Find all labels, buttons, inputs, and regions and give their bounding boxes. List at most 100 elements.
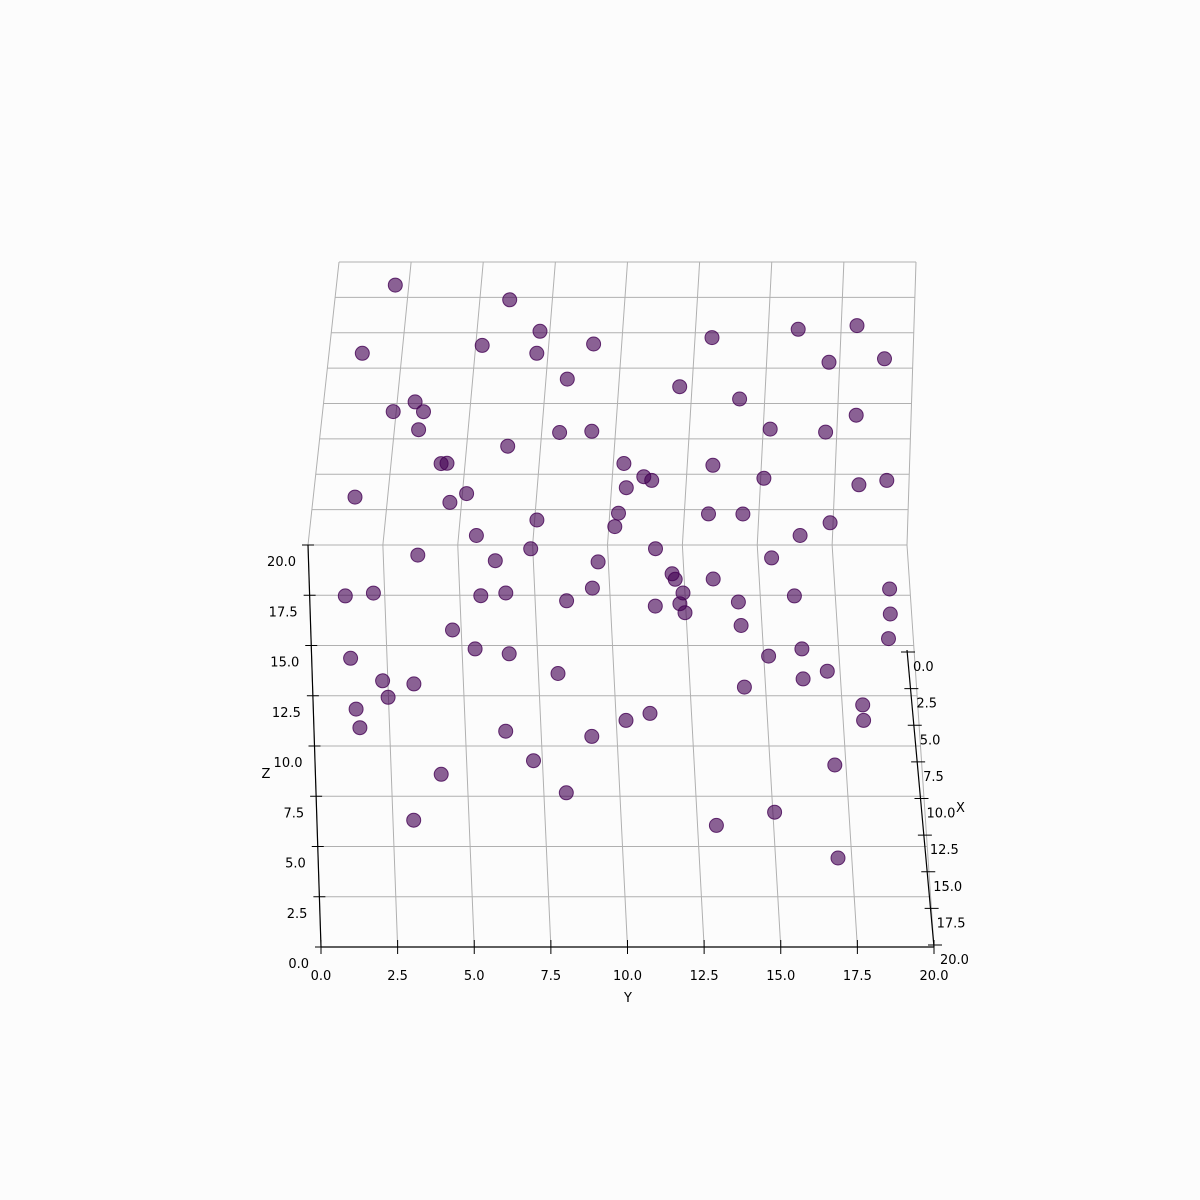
data-point bbox=[529, 345, 545, 361]
data-point bbox=[818, 424, 834, 440]
data-point bbox=[705, 457, 721, 473]
y-tick-label: 12.5 bbox=[690, 969, 719, 984]
data-point bbox=[705, 571, 721, 587]
data-point bbox=[756, 470, 772, 486]
data-point bbox=[667, 571, 683, 587]
data-point bbox=[500, 438, 516, 454]
x-tick-label: 0.0 bbox=[913, 660, 934, 675]
y-tick-label: 15.0 bbox=[766, 969, 795, 984]
data-point bbox=[407, 394, 423, 410]
data-point bbox=[761, 648, 777, 664]
grid-line bbox=[906, 544, 935, 948]
z-tick-label: 10.0 bbox=[274, 756, 303, 771]
data-point bbox=[672, 379, 688, 395]
data-point bbox=[819, 663, 835, 679]
data-point bbox=[677, 605, 693, 621]
data-point bbox=[590, 554, 606, 570]
data-point bbox=[406, 676, 422, 692]
data-point bbox=[529, 512, 545, 528]
x-tick-label: 5.0 bbox=[920, 733, 941, 748]
data-point bbox=[764, 550, 780, 566]
y-tick-label: 20.0 bbox=[920, 969, 949, 984]
data-point bbox=[468, 528, 484, 543]
data-point bbox=[611, 505, 626, 521]
data-point bbox=[498, 585, 514, 601]
y-tick-label: 7.5 bbox=[541, 969, 562, 984]
data-point bbox=[559, 593, 575, 609]
y-axis-label: Y bbox=[623, 991, 632, 1006]
x-tick-label: 20.0 bbox=[940, 953, 969, 968]
chart-axes: 0.0 2.5 5.0 7.5 10.0 12.5 15.0 17.5 20.0 0.0 2.5 5.… bbox=[267, 544, 969, 984]
data-point bbox=[473, 588, 489, 604]
z-tick-label: 12.5 bbox=[272, 706, 301, 721]
data-point bbox=[375, 673, 391, 689]
x-tick-label: 17.5 bbox=[937, 916, 966, 931]
data-point bbox=[821, 354, 837, 370]
data-point bbox=[442, 494, 458, 510]
data-point bbox=[708, 817, 724, 833]
data-point bbox=[848, 407, 864, 423]
data-point bbox=[882, 581, 898, 597]
data-point bbox=[879, 472, 895, 488]
data-point bbox=[501, 646, 517, 662]
data-point bbox=[498, 723, 514, 739]
data-point bbox=[445, 622, 460, 638]
data-point bbox=[616, 456, 632, 471]
data-point bbox=[347, 489, 363, 505]
z-tick-label: 2.5 bbox=[287, 907, 308, 922]
grid-line bbox=[681, 261, 701, 546]
z-tick-label: 5.0 bbox=[285, 857, 306, 872]
data-point bbox=[618, 480, 634, 496]
data-point bbox=[502, 292, 518, 308]
data-point bbox=[439, 455, 455, 471]
y-tick-label: 10.0 bbox=[613, 969, 642, 984]
grid-line bbox=[831, 544, 858, 948]
data-point bbox=[851, 477, 867, 493]
grid-line bbox=[906, 261, 917, 546]
z-tick-label: 15.0 bbox=[270, 656, 299, 671]
chart-grid bbox=[307, 261, 935, 948]
data-point bbox=[647, 598, 663, 614]
data-point bbox=[467, 641, 483, 657]
data-point bbox=[792, 528, 808, 543]
data-point bbox=[586, 336, 602, 352]
data-point bbox=[558, 785, 574, 801]
grid-line bbox=[756, 544, 782, 948]
data-point bbox=[387, 277, 403, 293]
data-point bbox=[411, 422, 427, 438]
data-point bbox=[607, 519, 623, 535]
y-tick-label: 0.0 bbox=[311, 969, 332, 984]
y-tick-label: 17.5 bbox=[843, 969, 872, 984]
data-point bbox=[856, 712, 872, 728]
data-point bbox=[433, 766, 449, 782]
x-tick-label: 15.0 bbox=[933, 880, 962, 895]
z-tick-label: 17.5 bbox=[269, 605, 298, 620]
grid-line bbox=[756, 261, 773, 546]
grid-line bbox=[831, 261, 845, 546]
data-point bbox=[406, 812, 422, 828]
data-point bbox=[337, 588, 353, 604]
data-point bbox=[881, 631, 896, 647]
data-point bbox=[642, 705, 658, 721]
data-point bbox=[733, 618, 749, 633]
data-point bbox=[584, 728, 600, 744]
data-point bbox=[348, 701, 364, 717]
x-tick-label: 10.0 bbox=[927, 807, 956, 822]
data-point bbox=[795, 671, 811, 687]
data-point bbox=[526, 753, 541, 769]
data-point bbox=[552, 425, 568, 440]
data-point bbox=[343, 650, 359, 666]
data-point bbox=[794, 641, 810, 657]
data-point bbox=[855, 697, 871, 713]
data-point bbox=[882, 606, 898, 622]
data-point bbox=[849, 318, 865, 334]
data-point bbox=[701, 506, 716, 522]
z-axis-label: Z bbox=[262, 767, 271, 782]
data-point bbox=[767, 804, 783, 820]
data-point bbox=[459, 486, 475, 502]
chart-points bbox=[337, 277, 898, 866]
y-tick-label: 2.5 bbox=[387, 969, 408, 984]
x-tick-label: 12.5 bbox=[930, 843, 959, 858]
data-point bbox=[550, 666, 566, 681]
x-tick-label: 2.5 bbox=[916, 697, 937, 712]
